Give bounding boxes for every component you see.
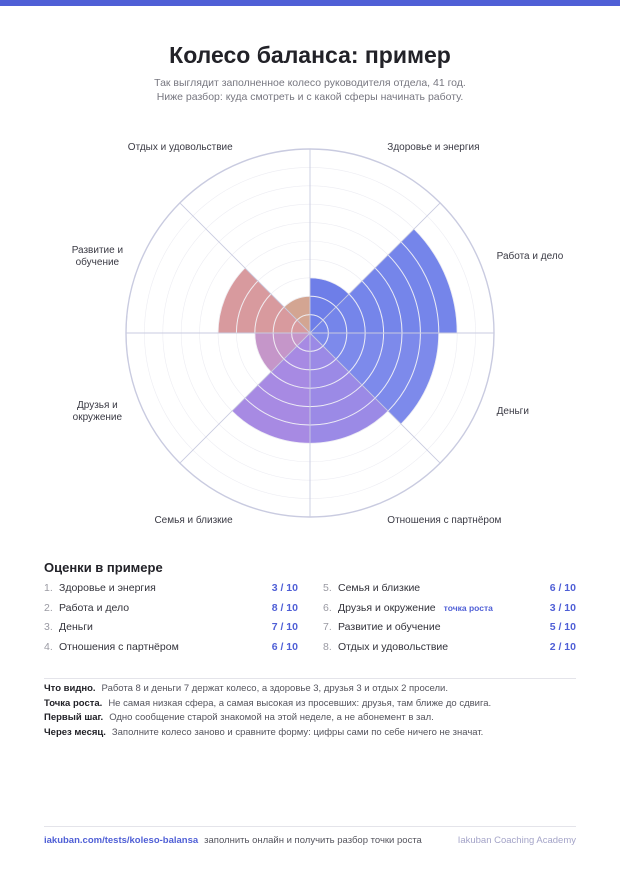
score-name: Развитие и обучение [338,619,441,635]
footer-description: заполнить онлайн и получить разбор точки… [204,835,422,846]
wheel-spoke [179,332,311,464]
score-name: Здоровье и энергия [59,580,156,596]
score-name: Друзья и окружение точка роста [338,600,493,616]
divider [44,678,576,679]
note-label: Через месяц. [44,726,106,738]
score-row: 7. Развитие и обучение 5 / 10 [323,619,576,635]
score-value: 3 / 10 [271,582,298,594]
score-value: 7 / 10 [271,621,298,634]
wheel-label: Здоровье и энергия [387,142,479,153]
wheel-label: Работа и дело [497,250,564,262]
wheel-sector [310,333,389,444]
footer-link[interactable]: iakuban.com/tests/koleso-balansa [44,835,199,846]
note-label: Точка роста. [44,697,103,709]
score-value: 5 / 10 [549,621,576,634]
wheel-spoke [309,332,441,464]
wheel-sector [218,267,310,333]
wheel-label: Развитие и [72,245,123,256]
score-number: 1. [44,582,53,594]
score-name-text: Здоровье и энергия [59,582,156,594]
score-value: 8 / 10 [271,601,298,614]
score-row: 6. Друзья и окружение точка роста 3 / 10 [323,600,576,616]
wheel-sector [254,333,310,373]
footer-divider [44,826,576,827]
score-value: 6 / 10 [271,641,298,654]
wheel-sector [310,333,439,425]
wheel-sector [231,333,310,444]
growth-point-tag: точка роста [443,602,493,613]
page-title: Колесо баланса: пример [169,42,451,68]
page-subtitle: Так выглядит заполненное колесо руководи… [60,76,560,104]
wheel-sector [310,277,350,333]
footer: iakuban.com/tests/koleso-balansa заполнит… [44,834,576,848]
balance-wheel-chart: Здоровье и энергия Работа и дело Деньги Отн… [72,142,564,526]
score-value: 3 / 10 [549,601,576,614]
wheel-label: Деньги [497,406,529,417]
subtitle-line-1: Так выглядит заполненное колесо руководи… [154,77,466,89]
score-row: 5. Семья и близкие 6 / 10 [323,580,576,596]
score-name-text: Развитие и обучение [338,621,441,634]
scores-section-title: Оценки в примере [44,560,163,575]
score-row: 2. Работа и дело 8 / 10 [44,600,298,616]
wheel-label: Отдых и удовольствие [128,142,233,153]
wheel-spoke [309,202,441,334]
score-name-text: Отношения с партнёром [59,641,179,654]
wheel-sector [283,296,310,333]
score-number: 8. [323,641,332,654]
note-label: Что видно. [44,683,96,694]
note-text: Одно сообщение старой знакомой на этой н… [109,712,434,723]
note-text: Работа 8 и деньги 7 держат колесо, а здо… [101,683,448,694]
wheel-label: Семья и близкие [154,514,233,526]
score-number: 5. [323,582,332,594]
note-label: Первый шаг. [44,712,104,723]
subtitle-line-2: Ниже разбор: куда смотреть и с какой сфе… [156,91,464,103]
score-name-text: Семья и близкие [338,582,421,594]
score-value: 6 / 10 [549,582,576,594]
score-name: Деньги [59,619,93,635]
wheel-label: Отношения с партнёром [387,515,501,526]
wheel-spoke [179,202,311,334]
wheel-sector [310,228,458,333]
score-number: 4. [44,641,53,654]
score-name-text: Деньги [59,621,93,634]
score-number: 3. [44,621,53,634]
score-row: 3. Деньги 7 / 10 [44,619,298,635]
note-text: Заполните колесо заново и сравните форму… [111,726,484,738]
score-name: Семья и близкие [338,580,420,596]
note-line: Через месяц. Заполните колесо заново и ср… [44,726,584,740]
score-number: 6. [323,601,332,614]
score-name-text: Работа и дело [59,601,130,614]
score-number: 2. [44,601,53,614]
wheel-label: окружение [73,412,123,423]
wheel-label: обучение [76,256,120,268]
note-line: Первый шаг. Одно сообщение старой знакомо… [44,711,584,725]
score-name-text: Отдых и удовольствие [338,641,449,654]
score-row: 4. Отношения с партнёром 6 / 10 [44,639,298,655]
footer-brand: Iakuban Coaching Academy [457,835,576,846]
wheel-label: Друзья и [77,400,118,411]
top-accent-bar [0,0,620,6]
score-row: 8. Отдых и удовольствие 2 / 10 [323,639,576,655]
score-value: 2 / 10 [549,641,576,654]
note-text: Не самая низкая сфера, а самая высокая и… [108,697,492,709]
score-name: Отдых и удовольствие [338,639,448,655]
score-name: Отношения с партнёром [59,639,179,655]
score-row: 1. Здоровье и энергия 3 / 10 [44,580,298,596]
note-line: Точка роста. Не самая низкая сфера, а сам… [44,697,584,711]
note-line: Что видно. Работа 8 и деньги 7 держат кол… [44,682,584,696]
score-name: Работа и дело [59,600,129,616]
score-name-text: Друзья и окружение [338,601,436,614]
score-number: 7. [323,621,332,634]
